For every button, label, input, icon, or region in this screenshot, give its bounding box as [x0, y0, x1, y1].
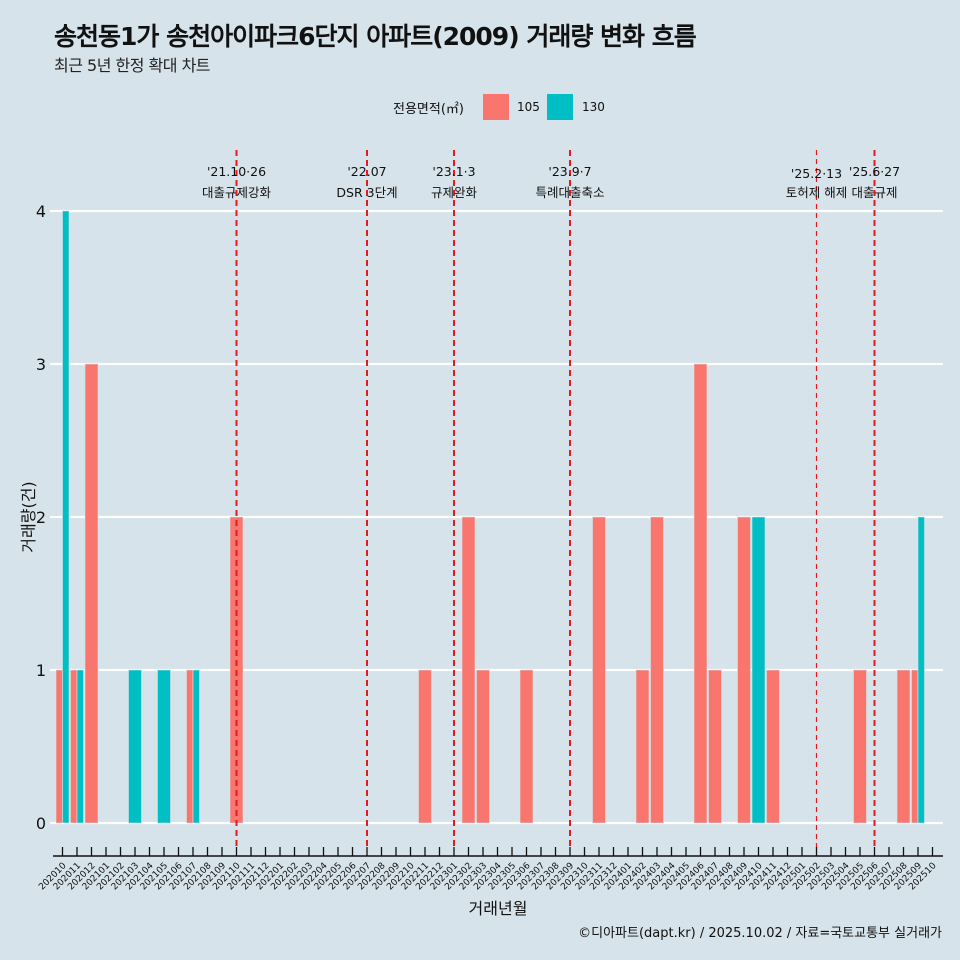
event-label: 규제완화: [431, 185, 478, 200]
event-date-label: '21.10·26: [207, 164, 266, 179]
gridlines: [50, 209, 943, 825]
bar-105-202508: [896, 669, 911, 824]
chart-subtitle: 최근 5년 한정 확대 차트: [54, 56, 211, 75]
bar-105-202411: [766, 669, 780, 824]
legend-label-130: 130: [582, 100, 605, 114]
legend-title: 전용면적(㎡): [393, 102, 464, 117]
y-tick-label: 1: [36, 661, 46, 680]
bar-105-202505: [853, 669, 867, 824]
bar-105-202302: [461, 516, 476, 824]
caption: ©디아파트(dapt.kr) / 2025.10.02 / 자료=국토교통부 실…: [578, 926, 942, 941]
event-date-label: '23.1·3: [432, 164, 475, 179]
y-axis: 0 1 2 3 4: [36, 202, 46, 833]
event-label: 토허제 해제: [786, 185, 847, 200]
bar-105-202306: [519, 669, 534, 824]
x-axis-title: 거래년월: [469, 899, 528, 918]
event-date-label: '25.6·27: [849, 164, 900, 179]
bar-130-202011: [76, 669, 84, 824]
event-date-label: '22.07: [347, 164, 386, 179]
event-date-label: '23.9·7: [548, 164, 591, 179]
bar-130-202410: [751, 516, 766, 824]
bar-105-202402: [635, 669, 650, 824]
y-axis-title: 거래량(건): [19, 481, 38, 552]
bar-130-202509: [917, 516, 925, 824]
bar-105-202107: [186, 669, 194, 824]
bar-105-202407: [708, 669, 722, 824]
y-tick-label: 0: [36, 814, 46, 833]
event-label: 특례대출축소: [535, 185, 604, 200]
event-label: 대출규제강화: [202, 185, 272, 200]
legend-swatch-130: [547, 94, 573, 120]
bar-105-202409: [737, 516, 751, 824]
bar-105-202303: [476, 669, 490, 824]
bar-105-202406: [693, 363, 708, 824]
bar-105-202509: [911, 669, 919, 824]
bar-130-202010: [62, 210, 70, 824]
bars: [55, 210, 925, 824]
legend-label-105: 105: [517, 100, 540, 114]
bar-130-202105: [157, 669, 171, 824]
event-date-label: '25.2·13: [791, 166, 842, 181]
y-tick-label: 2: [36, 508, 46, 527]
event-label: DSR 3단계: [336, 185, 397, 200]
bar-130-202103: [128, 669, 142, 824]
bar-105-202010: [55, 669, 63, 824]
event-label: 대출규제: [851, 185, 897, 200]
bar-105-202011: [70, 669, 78, 824]
y-tick-label: 4: [36, 202, 46, 221]
x-axis: 2020102020112020122021012021022021032021…: [37, 847, 943, 892]
y-tick-label: 3: [36, 355, 46, 374]
legend-swatch-105: [483, 94, 509, 120]
event-lines: '21.10·26 대출규제강화 '22.07 DSR 3단계 '23.1·3 규제완화 '…: [202, 150, 900, 848]
bar-130-202107: [192, 669, 200, 824]
bar-105-202311: [592, 516, 606, 824]
chart-title: 송천동1가 송천아이파크6단지 아파트(2009) 거래량 변화 흐름: [54, 22, 697, 51]
bar-105-202012: [84, 363, 99, 824]
bar-105-202403: [650, 516, 664, 824]
bar-105-202211: [418, 669, 432, 824]
